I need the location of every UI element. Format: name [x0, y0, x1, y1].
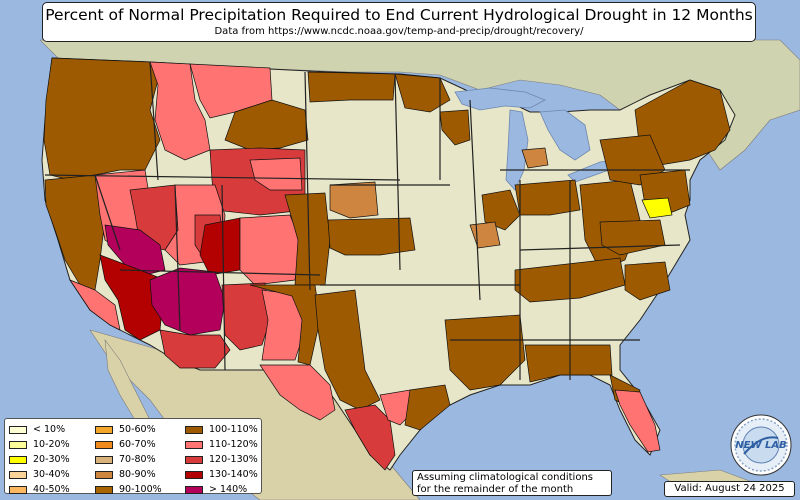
region-texas-south	[344, 404, 396, 471]
legend-item: > 140%	[185, 482, 258, 497]
legend-item: 130-140%	[185, 467, 258, 482]
legend-label: > 140%	[209, 484, 248, 495]
region-colorado-west	[199, 217, 241, 276]
lake-huron	[539, 109, 591, 161]
region-wyoming-northeast	[249, 157, 303, 191]
legend-label: 30-40%	[33, 469, 70, 480]
legend-item: 50-60%	[95, 422, 162, 437]
region-kansas-brown	[327, 217, 416, 256]
legend-swatch	[185, 485, 203, 494]
legend-label: 20-30%	[33, 454, 70, 465]
region-idaho	[149, 61, 211, 161]
legend-item: 90-100%	[95, 482, 162, 497]
region-montana-east	[224, 99, 309, 151]
legend-item: < 10%	[9, 422, 70, 437]
region-mojave	[99, 254, 166, 341]
region-carolinas	[624, 261, 671, 301]
legend-swatch	[95, 470, 113, 479]
legend-swatch	[95, 440, 113, 449]
valid-date: Valid: August 24 2025	[664, 481, 795, 497]
legend-item: 120-130%	[185, 452, 258, 467]
legend-label: 60-70%	[119, 439, 156, 450]
legend-label: 70-80%	[119, 454, 156, 465]
legend-label: 80-90%	[119, 469, 156, 480]
region-california-south	[69, 279, 121, 331]
region-arizona-south	[159, 329, 231, 369]
note-line-2: for the remainder of the month	[417, 483, 574, 495]
legend-label: 90-100%	[119, 484, 162, 495]
legend-label: 110-120%	[209, 439, 258, 450]
legend-swatch	[185, 440, 203, 449]
legend-item: 40-50%	[9, 482, 70, 497]
region-texas-west	[259, 364, 336, 421]
legend-swatch	[95, 425, 113, 434]
legend-item: 80-90%	[95, 467, 162, 482]
legend-label: 130-140%	[209, 469, 258, 480]
region-pacific-northwest	[43, 57, 161, 181]
drought-regions	[43, 57, 731, 471]
legend-column-2: 50-60% 60-70% 70-80% 80-90% 90-100%	[95, 422, 162, 497]
region-gulf-coast	[524, 344, 613, 383]
region-texas-east	[404, 384, 451, 431]
legend-swatch	[9, 425, 27, 434]
newlab-logo: NEW LAB	[730, 414, 792, 476]
legend-swatch	[95, 485, 113, 494]
legend-swatch	[185, 470, 203, 479]
title-box: Percent of Normal Precipitation Required…	[42, 2, 756, 42]
region-wisconsin	[439, 109, 471, 146]
legend-item: 20-30%	[9, 452, 70, 467]
legend-label: < 10%	[33, 424, 66, 435]
legend: < 10% 10-20% 20-30% 30-40% 40-50% 50-60%…	[4, 418, 262, 497]
map-subtitle: Data from https://www.ncdc.noaa.gov/temp…	[214, 26, 584, 37]
legend-column-1: < 10% 10-20% 20-30% 30-40% 40-50%	[9, 422, 70, 497]
region-texas-central	[314, 289, 381, 411]
legend-item: 70-80%	[95, 452, 162, 467]
legend-swatch	[9, 455, 27, 464]
state-borders	[44, 61, 690, 380]
region-florida-south	[614, 389, 661, 453]
region-nevada-central	[104, 224, 166, 276]
legend-swatch	[9, 485, 27, 494]
legend-swatch	[9, 440, 27, 449]
legend-item: 110-120%	[185, 437, 258, 452]
legend-label: 120-130%	[209, 454, 258, 465]
map-title: Percent of Normal Precipitation Required…	[45, 6, 753, 24]
assumption-note: Assuming climatological conditions for t…	[412, 470, 612, 496]
legend-item: 10-20%	[9, 437, 70, 452]
legend-column-3: 100-110% 110-120% 120-130% 130-140% > 14…	[185, 422, 258, 497]
region-new-mexico-brown	[249, 284, 321, 366]
legend-label: 40-50%	[33, 484, 70, 495]
legend-swatch	[185, 455, 203, 464]
region-michigan	[521, 147, 549, 169]
legend-item: 100-110%	[185, 422, 258, 437]
legend-item: 60-70%	[95, 437, 162, 452]
legend-item: 30-40%	[9, 467, 70, 482]
lake-superior	[454, 87, 546, 111]
note-line-1: Assuming climatological conditions	[417, 472, 593, 483]
legend-swatch	[9, 470, 27, 479]
legend-swatch	[95, 455, 113, 464]
region-maryland	[641, 197, 673, 219]
region-dakota-north	[307, 71, 396, 103]
region-illinois	[481, 189, 521, 231]
legend-label: 100-110%	[209, 424, 258, 435]
region-ohio-valley	[514, 179, 581, 216]
legend-label: 10-20%	[33, 439, 70, 450]
legend-swatch	[185, 425, 203, 434]
region-arizona-magenta	[149, 267, 226, 336]
region-kansas-tan	[329, 181, 379, 219]
legend-label: 50-60%	[119, 424, 156, 435]
logo-text: NEW LAB	[735, 440, 786, 451]
